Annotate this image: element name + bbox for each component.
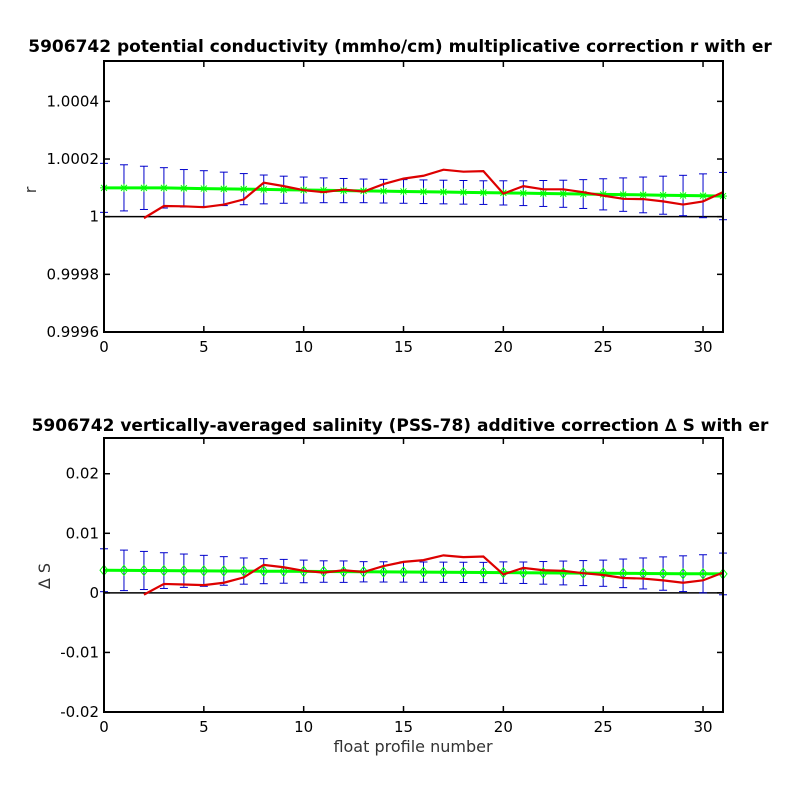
top-marker <box>179 184 188 193</box>
bottom-x-tick-label: 20 <box>494 718 513 736</box>
top-x-tick-label: 20 <box>494 338 513 356</box>
bottom-marker <box>698 568 708 580</box>
bottom-y-tick-label: -0.02 <box>60 703 99 721</box>
bottom-marker <box>319 565 329 578</box>
bottom-marker <box>239 565 249 577</box>
bottom-marker <box>219 565 229 577</box>
top-marker <box>259 185 268 194</box>
top-marker <box>159 183 168 192</box>
top-x-tick-label: 15 <box>394 338 413 356</box>
bottom-y-tick-label: 0.01 <box>66 524 99 542</box>
top-marker <box>559 189 568 198</box>
top-marker <box>699 191 708 200</box>
chart-bottom-title: 5906742 vertically-averaged salinity (PS… <box>32 416 769 436</box>
bottom-y-tick-label: 0.02 <box>66 465 99 483</box>
bottom-marker <box>119 564 129 577</box>
top-x-tick-label: 5 <box>199 338 209 356</box>
bottom-marker <box>279 565 289 578</box>
bottom-marker <box>658 567 668 580</box>
top-marker <box>219 184 228 193</box>
bottom-y-tick-label: -0.01 <box>60 643 99 661</box>
top-y-tick-label: 1 <box>89 208 99 226</box>
top-marker <box>659 191 668 200</box>
top-marker <box>239 185 248 194</box>
top-marker <box>619 190 628 199</box>
bottom-x-tick-label: 5 <box>199 718 209 736</box>
chart-top: 5906742 potential conductivity (mmho/cm)… <box>21 37 772 356</box>
top-marker <box>379 187 388 196</box>
bottom-x-tick-label: 0 <box>99 718 109 736</box>
top-x-tick-label: 0 <box>99 338 109 356</box>
top-marker <box>199 184 208 193</box>
chart-bottom-xlabel: float profile number <box>333 737 493 756</box>
top-marker <box>439 188 448 197</box>
top-marker <box>679 191 688 200</box>
top-y-tick-label: 0.9996 <box>47 323 100 341</box>
bottom-marker <box>159 564 169 577</box>
bottom-x-tick-label: 15 <box>394 718 413 736</box>
bottom-fit-line <box>103 568 724 576</box>
bottom-marker <box>438 566 449 579</box>
chart-top-title: 5906742 potential conductivity (mmho/cm)… <box>28 37 772 57</box>
chart-top-plot: 0 5 10 15 20 25 30 0.9996 0.9998 1 1.0002 1.0004 <box>47 60 727 356</box>
bottom-axes-frame <box>103 437 724 713</box>
chart-bottom-ylabel: ∆ S <box>35 563 54 590</box>
bottom-marker <box>458 566 469 579</box>
bottom-marker <box>678 567 688 580</box>
chart-top-ylabel: r <box>21 186 40 193</box>
top-marker <box>639 190 648 199</box>
bottom-marker <box>478 566 489 579</box>
bottom-marker <box>418 566 429 578</box>
bottom-marker <box>578 567 588 579</box>
top-marker <box>399 187 408 196</box>
top-marker <box>419 187 428 196</box>
top-marker <box>519 189 528 198</box>
bottom-marker <box>378 566 389 578</box>
top-marker <box>119 183 128 192</box>
top-correction-line <box>143 168 724 220</box>
bottom-marker <box>518 566 528 579</box>
bottom-marker <box>199 565 209 577</box>
bottom-marker <box>259 565 269 577</box>
bottom-marker <box>139 564 149 577</box>
top-marker <box>539 189 548 198</box>
top-x-tick-label: 30 <box>693 338 712 356</box>
bottom-x-tick-label: 30 <box>693 718 712 736</box>
top-axes-frame <box>103 60 724 333</box>
top-marker <box>139 183 148 192</box>
chart-bottom: 5906742 vertically-averaged salinity (PS… <box>32 416 769 756</box>
bottom-correction-line <box>143 554 724 596</box>
top-marker <box>479 188 488 197</box>
top-marker <box>459 188 468 197</box>
top-y-tick-label: 0.9998 <box>47 265 100 283</box>
top-y-tick-label: 1.0002 <box>47 150 100 168</box>
bottom-marker <box>398 566 409 578</box>
bottom-y-tick-label: 0 <box>89 584 99 602</box>
chart-bottom-plot: 0 5 10 15 20 25 30 -0.02 -0.01 0 0.01 0.02 <box>60 437 728 736</box>
bottom-x-tick-label: 25 <box>594 718 613 736</box>
top-x-tick-label: 25 <box>594 338 613 356</box>
top-x-tick-label: 10 <box>294 338 313 356</box>
bottom-marker <box>598 567 608 580</box>
top-y-tick-label: 1.0004 <box>47 92 100 110</box>
bottom-x-tick-label: 10 <box>294 718 313 736</box>
bottom-marker <box>179 564 189 577</box>
